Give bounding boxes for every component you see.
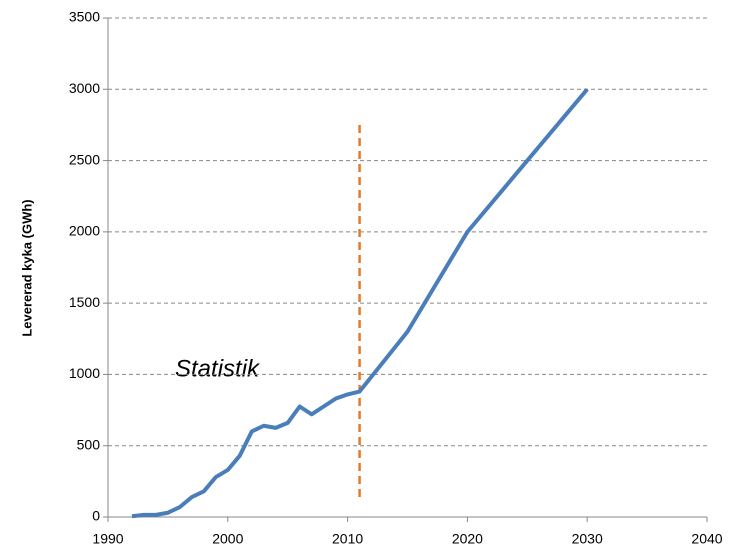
x-tick-label: 1990 <box>92 531 123 547</box>
y-tick-label: 500 <box>77 436 101 452</box>
x-tick-label: 2040 <box>691 531 722 547</box>
y-axis-label: Levererad kyka (GWh) <box>19 199 34 336</box>
y-tick-label: 1000 <box>69 365 100 381</box>
data-line <box>131 87 589 519</box>
y-tick-label: 3000 <box>69 80 100 96</box>
y-tick-label: 0 <box>92 508 100 524</box>
annotation: Statistik <box>175 355 261 382</box>
x-tick-label: 2030 <box>572 531 603 547</box>
x-tick-label: 2000 <box>212 531 243 547</box>
y-tick-label: 2000 <box>69 223 100 239</box>
x-tick-label: 2020 <box>452 531 483 547</box>
x-tick-label: 2010 <box>332 531 363 547</box>
y-tick-label: 3500 <box>69 9 100 25</box>
y-tick-label: 2500 <box>69 151 100 167</box>
y-tick-label: 1500 <box>69 294 100 310</box>
